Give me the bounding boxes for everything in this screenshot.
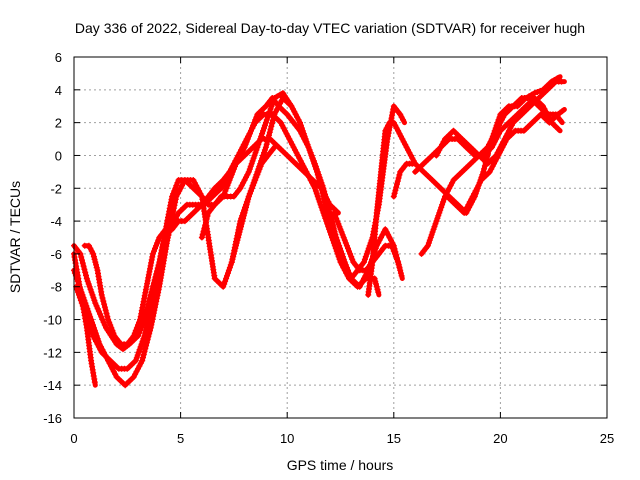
plus-markers — [81, 136, 340, 348]
y-tick-label: -14 — [43, 378, 62, 393]
y-tick-label: 6 — [55, 50, 62, 65]
series-6 — [228, 144, 277, 266]
y-tick-label: -6 — [50, 247, 62, 262]
x-tick-label: 10 — [280, 431, 294, 446]
x-tick-label: 15 — [387, 431, 401, 446]
x-axis-label: GPS time / hours — [287, 457, 394, 473]
plus-markers — [228, 147, 276, 266]
x-tick-label: 20 — [493, 431, 507, 446]
series-2 — [73, 111, 382, 372]
series-13 — [365, 119, 418, 298]
series-track — [419, 95, 565, 257]
y-tick-label: -10 — [43, 313, 62, 328]
series-3 — [81, 136, 341, 348]
plus-markers — [198, 90, 293, 241]
x-tick-label: 0 — [70, 431, 77, 446]
y-tick-label: -16 — [43, 411, 62, 426]
x-tick-label: 5 — [177, 431, 184, 446]
plus-markers — [412, 95, 561, 175]
series-7 — [418, 95, 565, 257]
chart-title: Day 336 of 2022, Sidereal Day-to-day VTE… — [75, 20, 585, 36]
y-tick-label: -12 — [43, 345, 62, 360]
y-tick-label: -4 — [50, 214, 62, 229]
x-tick-label: 25 — [600, 431, 614, 446]
plus-markers — [444, 108, 566, 216]
y-tick-label: 2 — [55, 116, 62, 131]
plot-frame — [73, 56, 608, 419]
y-axis-label: SDTVAR / TECUs — [7, 181, 23, 293]
plus-markers — [418, 95, 564, 257]
plus-markers — [365, 119, 417, 298]
axis-ticks: 0 5 10 15 20 25 -16 -14 -12 -10 -8 -6 -4 -2 0 2 4 6 — [43, 50, 614, 446]
y-tick-label: 4 — [55, 83, 62, 98]
y-tick-label: 0 — [55, 148, 62, 163]
y-tick-label: -2 — [50, 181, 62, 196]
y-tick-label: -8 — [50, 280, 62, 295]
series-5 — [198, 90, 294, 241]
series-11 — [444, 107, 567, 216]
